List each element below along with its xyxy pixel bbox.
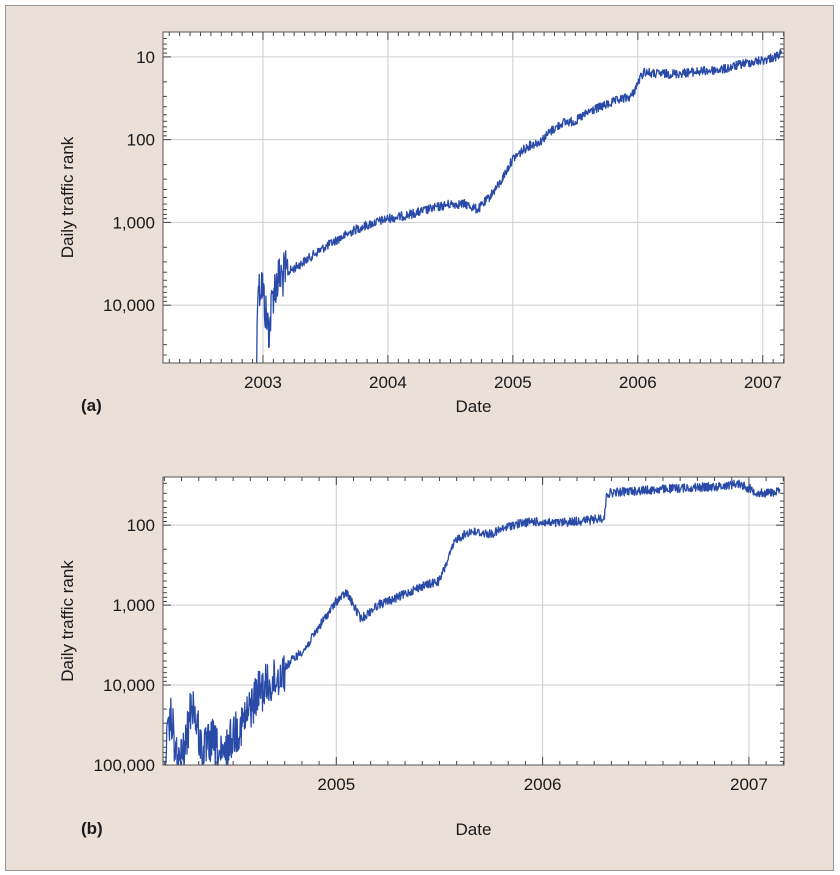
plot-area [163,477,784,765]
data-series-line [164,479,781,766]
plot-area [163,32,784,363]
x-axis-label: Date [456,820,492,839]
y-tick-label: 10,000 [103,296,155,315]
y-tick-label: 10,000 [103,676,155,695]
y-axis-label: Daily traffic rank [58,136,77,258]
x-tick-label: 2006 [619,373,657,392]
y-tick-label: 100 [127,131,155,150]
x-tick-label: 2004 [369,373,407,392]
chart-svg: 10 100 1,000 10,000 2003 2004 2005 2006 2007 Date… [58,31,785,839]
figure-frame: 10 100 1,000 10,000 2003 2004 2005 2006 2007 Date… [5,5,834,871]
x-tick-label: 2005 [494,373,532,392]
x-tick-label: 2007 [744,373,782,392]
y-tick-label: 100,000 [94,756,155,775]
chart-panel-a: 10 100 1,000 10,000 2003 2004 2005 2006 2007 Date… [58,31,785,416]
plot-frame [162,31,785,364]
x-tick-label: 2006 [524,775,562,794]
y-tick-label: 1,000 [112,596,155,615]
panel-label: (b) [81,819,103,838]
x-tick-label: 2003 [244,373,282,392]
chart-panel-b: 100 1,000 10,000 100,000 2005 2006 2007 Date Dai… [58,476,785,839]
y-tick-label: 10 [136,48,155,67]
y-tick-label: 100 [127,516,155,535]
plot-frame [162,476,785,766]
x-tick-label: 2007 [730,775,768,794]
x-tick-label: 2005 [317,775,355,794]
y-tick-label: 1,000 [112,213,155,232]
x-axis-label: Date [456,397,492,416]
y-axis-label: Daily traffic rank [58,560,77,682]
data-series-line [256,48,783,364]
panel-label: (a) [81,396,102,415]
